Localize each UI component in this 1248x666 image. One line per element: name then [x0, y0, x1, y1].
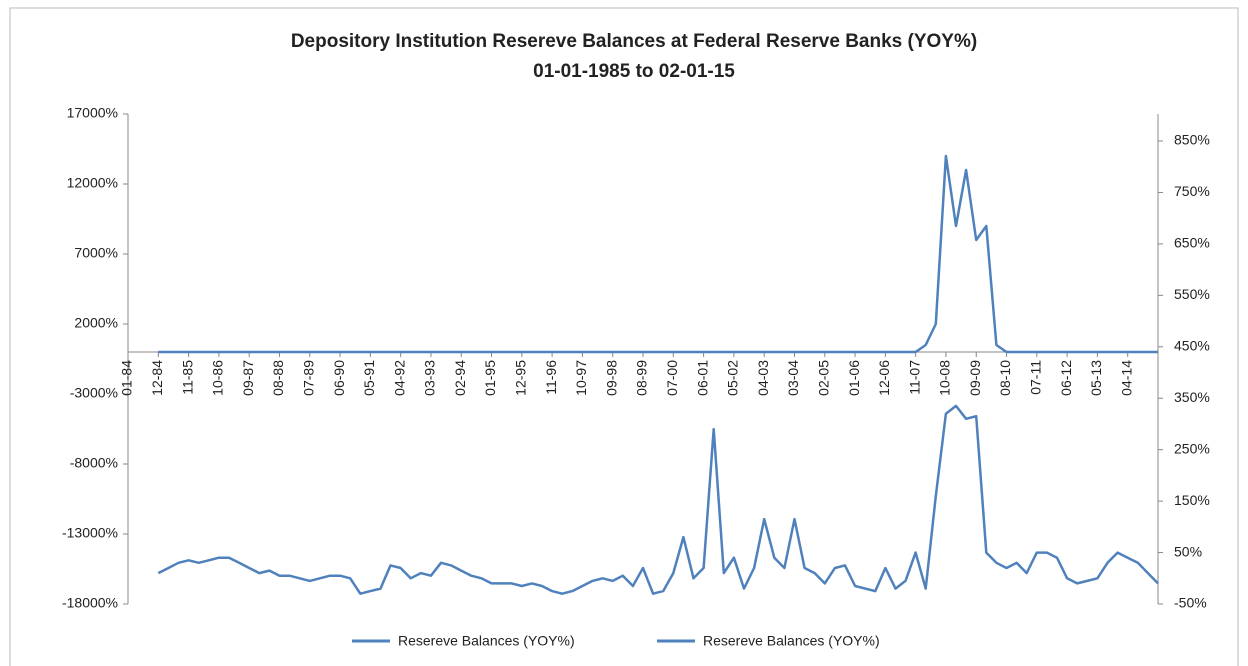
x-tick-label: 04-92 — [391, 360, 407, 396]
x-tick-label: 12-84 — [149, 360, 165, 396]
y2-tick-label: 50% — [1174, 543, 1202, 559]
x-tick-label: 10-08 — [937, 360, 953, 396]
y2-tick-label: -50% — [1174, 595, 1207, 611]
x-tick-label: 11-85 — [179, 360, 195, 395]
x-tick-label: 10-86 — [210, 360, 226, 396]
y2-tick-label: 150% — [1174, 492, 1210, 508]
x-tick-label: 04-14 — [1118, 360, 1134, 396]
y2-tick-label: 850% — [1174, 132, 1210, 148]
x-tick-label: 05-91 — [361, 360, 377, 396]
x-tick-label: 11-96 — [543, 360, 559, 395]
x-tick-label: 02-05 — [815, 360, 831, 396]
y-tick-label: 12000% — [67, 175, 118, 191]
chart-subtitle: 01-01-1985 to 02-01-15 — [533, 61, 735, 82]
y2-tick-label: 650% — [1174, 235, 1210, 251]
x-tick-label: 06-01 — [694, 360, 710, 396]
x-tick-label: 09-09 — [967, 360, 983, 396]
x-tick-label: 01-84 — [119, 360, 135, 396]
legend-label: Resereve Balances (YOY%) — [703, 633, 880, 649]
y2-tick-label: 550% — [1174, 286, 1210, 302]
x-tick-label: 08-99 — [634, 360, 650, 396]
y2-tick-label: 450% — [1174, 337, 1210, 353]
y-tick-label: -3000% — [70, 385, 118, 401]
x-tick-label: 07-89 — [300, 360, 316, 396]
y-tick-label: -18000% — [62, 595, 118, 611]
x-tick-label: 03-04 — [785, 360, 801, 396]
x-tick-label: 12-06 — [876, 360, 892, 396]
x-tick-label: 08-10 — [997, 360, 1013, 396]
x-tick-label: 10-97 — [573, 360, 589, 396]
x-tick-label: 01-95 — [482, 360, 498, 396]
y-tick-label: -13000% — [62, 525, 118, 541]
series-line — [157, 404, 1159, 595]
chart-title: Depository Institution Resereve Balances… — [291, 31, 977, 52]
x-tick-label: 05-13 — [1088, 360, 1104, 396]
x-tick-label: 09-98 — [603, 360, 619, 396]
y2-tick-label: 250% — [1174, 440, 1210, 456]
y-tick-label: 2000% — [74, 315, 118, 331]
x-tick-label: 07-11 — [1028, 360, 1044, 395]
chart-frame — [9, 7, 1239, 666]
x-tick-label: 06-12 — [1058, 360, 1074, 396]
legend-label: Resereve Balances (YOY%) — [398, 633, 575, 649]
x-tick-label: 05-02 — [725, 360, 741, 396]
x-tick-label: 01-06 — [846, 360, 862, 396]
x-tick-label: 06-90 — [331, 360, 347, 396]
y2-tick-label: 350% — [1174, 389, 1210, 405]
y2-tick-label: 750% — [1174, 183, 1210, 199]
x-tick-label: 02-94 — [452, 360, 468, 396]
x-tick-label: 11-07 — [906, 360, 922, 395]
x-tick-label: 07-00 — [664, 360, 680, 396]
x-tick-label: 09-87 — [240, 360, 256, 396]
y-tick-label: -8000% — [70, 455, 118, 471]
y-tick-label: 7000% — [74, 245, 118, 261]
x-tick-label: 08-88 — [270, 360, 286, 396]
x-tick-label: 04-03 — [755, 360, 771, 396]
x-tick-label: 03-93 — [422, 360, 438, 396]
y-tick-label: 17000% — [67, 105, 118, 121]
x-tick-label: 12-95 — [513, 360, 529, 396]
series-line — [158, 154, 1158, 354]
